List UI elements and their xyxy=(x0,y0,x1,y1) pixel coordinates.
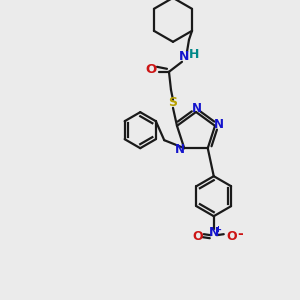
Text: -: - xyxy=(237,227,243,241)
Text: O: O xyxy=(192,230,203,243)
Text: H: H xyxy=(189,48,199,61)
Text: O: O xyxy=(146,63,157,76)
Text: N: N xyxy=(175,143,185,156)
Text: N: N xyxy=(208,226,219,239)
Text: N: N xyxy=(192,103,202,116)
Text: N: N xyxy=(179,50,189,63)
Text: +: + xyxy=(214,225,221,234)
Text: S: S xyxy=(169,96,178,109)
Text: N: N xyxy=(214,118,224,131)
Text: O: O xyxy=(226,230,237,243)
